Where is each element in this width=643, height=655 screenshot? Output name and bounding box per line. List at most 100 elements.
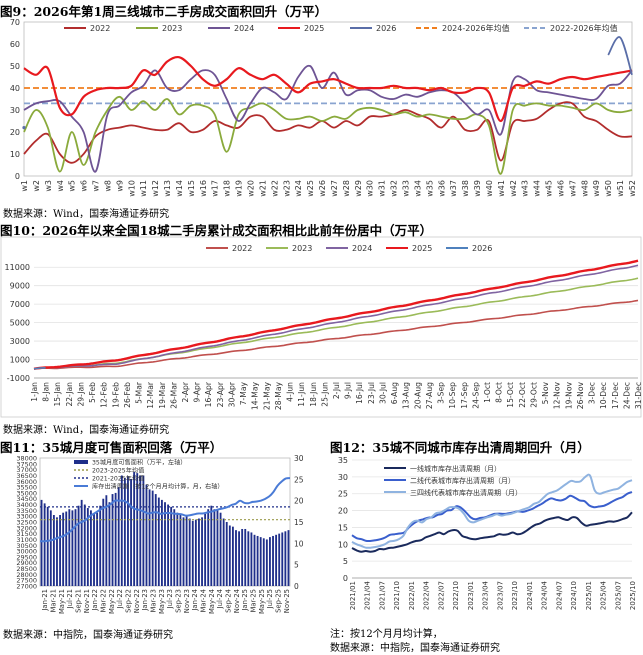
fig11-bar — [275, 534, 278, 586]
fig9-legend-label: 2022 — [90, 24, 110, 33]
fig9-xtick-label: w40 — [485, 180, 494, 197]
fig10-xtick-label: 1-Oct — [483, 382, 492, 403]
fig11-xtick-label: May-22 — [108, 589, 116, 614]
fig9-xtick-label: w33 — [401, 180, 410, 197]
fig11-bar — [68, 509, 71, 586]
fig11-bar — [83, 504, 86, 586]
fig12-xtick-label: 2025/07 — [614, 581, 622, 610]
fig9-xtick-label: w17 — [211, 180, 220, 197]
fig10-xtick-label: 5-Mar — [135, 381, 144, 404]
fig11-bar — [228, 525, 231, 586]
fig11-bar — [269, 537, 271, 586]
fig11-y2tick-label: 5 — [294, 561, 299, 570]
fig10-xtick-label: 17-Dec — [611, 382, 620, 409]
fig12-xtick-label: 2024/04 — [541, 580, 549, 610]
fig10-series-line-2023 — [33, 277, 639, 370]
fig9-xtick-label: w23 — [282, 180, 291, 197]
fig11-xtick-label: Jan-23 — [141, 589, 149, 612]
fig11-bar — [244, 528, 247, 586]
fig11-ytick-label: 32500 — [16, 519, 37, 527]
fig9-xtick-label: w28 — [342, 180, 351, 197]
fig11-ytick-label: 31500 — [16, 530, 37, 538]
fig11-xtick-label: Nov-25 — [283, 589, 291, 613]
fig11-bar — [210, 505, 213, 586]
fig11-legend-swatch — [74, 460, 88, 464]
fig11-bar — [167, 504, 170, 586]
fig9-ytick-label: 20 — [10, 128, 20, 137]
fig10-xtick-label: 21-May — [262, 382, 271, 411]
fig11-ytick-label: 34500 — [16, 495, 37, 503]
fig10-xtick-label: 9-Apr — [193, 381, 202, 402]
fig11-xtick-label: May-21 — [58, 589, 66, 614]
fig11-ytick-label: 29500 — [16, 553, 37, 561]
fig9-xtick-label: w20 — [247, 180, 256, 197]
fig9-ytick-label: 10 — [10, 150, 20, 159]
fig9-xtick-label: w37 — [449, 180, 458, 197]
figure12-chart: 0 5 10 15 20 25 30 35 2021/01 2021/04 2021/07 2021/… — [338, 456, 637, 610]
fig9-xtick-label: w7 — [92, 180, 101, 192]
fig9-xtick-label: w2 — [32, 180, 41, 192]
fig11-ytick-label: 27500 — [16, 577, 37, 585]
fig11-bar — [170, 506, 173, 586]
fig11-xtick-label: Sep-21 — [75, 589, 83, 613]
fig11-xtick-label: Jul-24 — [216, 589, 224, 609]
figure10-source: 数据来源：Wind，国泰海通证券研究 — [3, 425, 170, 436]
fig10-xtick-label: 5-Nov — [541, 382, 550, 405]
fig11-bar — [157, 497, 160, 586]
fig12-ytick-label: 30 — [338, 473, 348, 482]
fig10-xtick-label: 2-Jul — [332, 382, 341, 399]
fig11-bar — [130, 478, 132, 586]
fig9-xtick-label: w49 — [592, 180, 601, 197]
fig9-xtick-label: w14 — [175, 180, 184, 197]
fig11-bar — [154, 494, 157, 586]
fig10-legend-label: 2023 — [292, 244, 312, 253]
fig11-ytick-label: 35500 — [16, 484, 37, 492]
fig11-bar — [250, 532, 253, 586]
figure11-source: 数据来源：中指院，国泰海通证券研究 — [3, 630, 173, 641]
fig11-bar — [145, 484, 148, 586]
fig11-bar — [238, 531, 240, 586]
figure9-title: 图9：2026年第1周三线城市二手房成交面积回升（万平） — [0, 4, 328, 19]
fig11-xtick-label: Sep-22 — [125, 589, 133, 613]
fig9-xtick-label: w52 — [628, 180, 637, 197]
fig9-legend-label: 2023 — [162, 24, 182, 33]
fig12-ytick-label: 5 — [343, 557, 348, 566]
fig12-xtick-label: 2024/10 — [570, 581, 578, 610]
fig11-bar — [201, 517, 203, 586]
fig12-legend-label: 一线城市库存出清周期（月） — [410, 464, 501, 473]
fig11-bar — [114, 492, 117, 586]
fig10-xtick-label: 26-Nov — [576, 382, 585, 410]
fig11-y2tick-label: 25 — [294, 475, 304, 484]
fig9-xtick-label: w34 — [413, 180, 422, 197]
fig11-bar — [136, 473, 139, 586]
fig11-bar — [139, 475, 142, 586]
fig9-xtick-label: w3 — [44, 180, 53, 192]
figure10-chart: -1000 1000 3000 5000 7000 9000 11000 1-Jan 8-Jan… — [0, 236, 643, 418]
fig11-bar — [96, 512, 99, 586]
fig11-bar — [148, 489, 151, 586]
fig11-y2tick-label: 15 — [294, 518, 304, 527]
fig9-xtick-label: w44 — [533, 180, 542, 197]
fig10-xtick-label: 24-Dec — [622, 382, 631, 409]
fig10-xtick-label: 23-Apr — [216, 381, 225, 407]
fig12-ytick-label: 35 — [338, 456, 348, 465]
fig11-ytick-label: 34000 — [16, 501, 37, 509]
fig9-xtick-label: w32 — [390, 180, 399, 197]
fig11-bar — [62, 512, 65, 586]
fig9-xtick-label: w27 — [330, 180, 339, 197]
fig9-xtick-label: w46 — [556, 180, 565, 197]
fig11-bar — [188, 518, 191, 586]
fig11-ytick-label: 37500 — [16, 460, 37, 468]
fig10-xtick-label: 20-Aug — [413, 382, 422, 409]
fig10-ytick-label: 3000 — [10, 337, 30, 346]
fig10-ytick-label: 7000 — [10, 300, 30, 309]
fig12-ytick-label: 15 — [338, 523, 348, 532]
fig10-xtick-label: 5-Feb — [88, 382, 97, 403]
fig11-bar — [247, 531, 250, 586]
fig12-xtick-label: 2023/04 — [482, 580, 490, 610]
fig9-xtick-label: w8 — [103, 180, 112, 192]
fig10-xtick-label: 27-Aug — [425, 382, 434, 409]
fig9-ytick-label: 0 — [15, 172, 20, 181]
fig11-bar — [284, 531, 287, 586]
